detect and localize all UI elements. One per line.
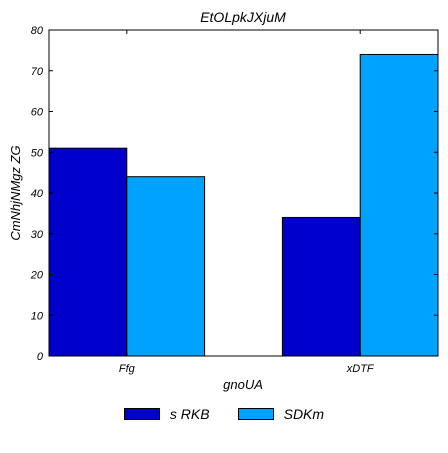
y-tick-label-50: 50 xyxy=(31,147,44,159)
y-tick-label-70: 70 xyxy=(31,66,44,78)
y-tick-label-80: 80 xyxy=(31,25,44,37)
y-axis-label: CmNhjNMgz ZG xyxy=(8,145,23,240)
y-tick-label-20: 20 xyxy=(30,270,44,282)
legend-label-sdkm: SDKm xyxy=(283,406,325,422)
y-tick-label-40: 40 xyxy=(31,188,44,200)
y-tick-label-10: 10 xyxy=(31,310,44,322)
chart-title: EtOLpkJXjuM xyxy=(200,9,286,25)
bar-xDTF-series-0 xyxy=(281,216,361,357)
legend-swatch-s-rkb xyxy=(123,408,160,420)
y-tick-label-0: 0 xyxy=(37,351,44,363)
ticks-layer: 0 10 20 30 40 50 60 70 80 Ffg xDTF xyxy=(30,25,438,375)
bar-Ffg-series-1 xyxy=(126,176,206,357)
bar-xDTF-series-1 xyxy=(359,53,439,357)
legend-item-s-rkb: s RKB xyxy=(123,406,210,422)
legend-label-s-rkb: s RKB xyxy=(169,406,210,422)
x-tick-label-xDTF: xDTF xyxy=(346,363,375,375)
y-tick-label-30: 30 xyxy=(31,229,44,241)
legend-swatch-sdkm xyxy=(237,408,274,420)
chart-legend: s RKB SDKm xyxy=(0,402,448,426)
y-tick-label-60: 60 xyxy=(31,107,44,119)
bars-layer xyxy=(48,53,439,357)
bar-Ffg-series-0 xyxy=(48,147,128,357)
legend-item-sdkm: SDKm xyxy=(237,406,325,422)
x-axis-label: gnoUA xyxy=(223,377,263,392)
x-tick-label-Ffg: Ffg xyxy=(119,363,136,375)
plot-area-frame xyxy=(48,29,439,357)
